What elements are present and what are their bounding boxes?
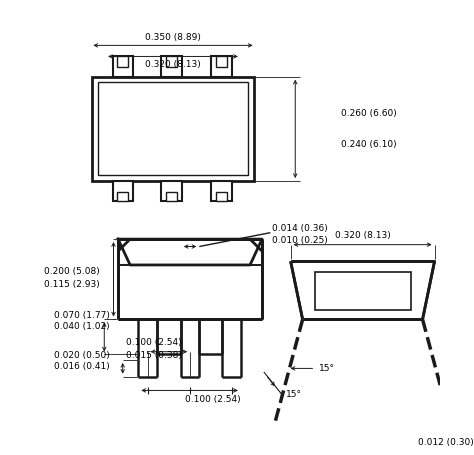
Text: 0.260 (6.60): 0.260 (6.60) — [341, 109, 397, 118]
Bar — [166, 56, 177, 66]
Text: 0.100 (2.54): 0.100 (2.54) — [185, 395, 240, 404]
Text: 0.012 (0.30): 0.012 (0.30) — [418, 438, 473, 447]
Bar — [216, 192, 227, 201]
Bar — [211, 56, 232, 77]
Text: 0.014 (0.36): 0.014 (0.36) — [272, 224, 328, 233]
Bar — [315, 273, 410, 310]
Text: 0.010 (0.25): 0.010 (0.25) — [272, 236, 328, 244]
Text: 0.320 (8.13): 0.320 (8.13) — [335, 231, 391, 240]
Polygon shape — [291, 261, 435, 319]
Bar — [162, 181, 182, 201]
Text: 0.040 (1.02): 0.040 (1.02) — [54, 322, 109, 331]
Text: 0.320 (8.13): 0.320 (8.13) — [145, 60, 201, 69]
Text: 0.115 (2.93): 0.115 (2.93) — [44, 280, 100, 289]
Bar — [117, 56, 128, 66]
Bar — [211, 181, 232, 201]
Text: 15°: 15° — [319, 364, 335, 373]
Text: 0.200 (5.08): 0.200 (5.08) — [44, 268, 100, 276]
Bar — [112, 56, 133, 77]
Bar — [112, 181, 133, 201]
Text: 0.350 (8.89): 0.350 (8.89) — [145, 33, 201, 41]
Bar — [162, 56, 182, 77]
Bar — [118, 239, 262, 319]
Text: 0.015 (0.38): 0.015 (0.38) — [126, 351, 182, 360]
Text: 0.016 (0.41): 0.016 (0.41) — [54, 362, 109, 371]
Text: 0.070 (1.77): 0.070 (1.77) — [54, 311, 109, 320]
Bar — [117, 192, 128, 201]
Bar — [98, 82, 248, 176]
Bar — [92, 77, 254, 181]
Text: 0.100 (2.54): 0.100 (2.54) — [126, 338, 182, 347]
Text: 0.020 (0.50): 0.020 (0.50) — [54, 351, 109, 360]
Text: 15°: 15° — [286, 389, 302, 399]
Text: 0.240 (6.10): 0.240 (6.10) — [341, 140, 397, 149]
Polygon shape — [118, 239, 262, 265]
Bar — [166, 192, 177, 201]
Bar — [216, 56, 227, 66]
